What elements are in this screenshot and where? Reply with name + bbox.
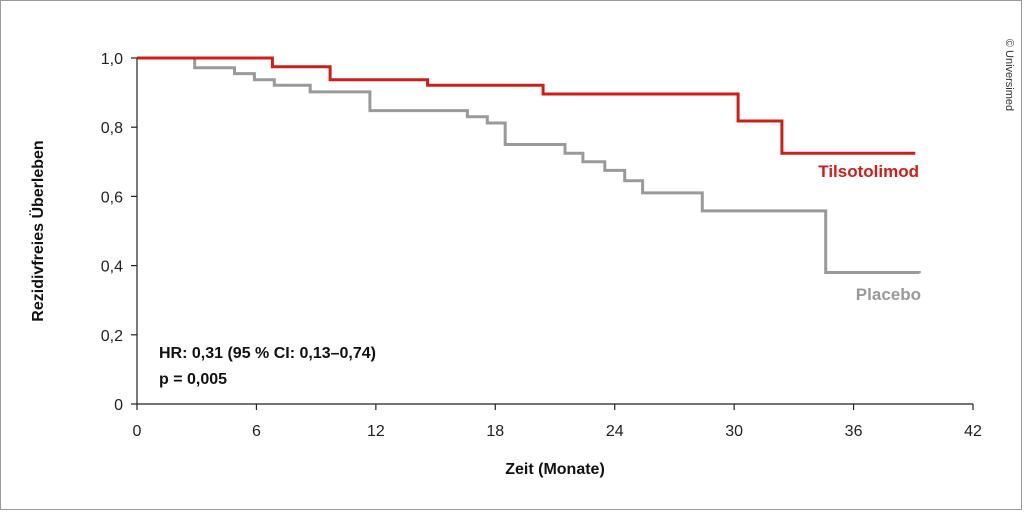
x-tick-label: 36 xyxy=(845,423,863,440)
y-tick-label: 0,4 xyxy=(101,259,123,276)
x-tick-label: 6 xyxy=(252,423,261,440)
series-layer xyxy=(137,56,921,274)
y-axis-title: Rezidivfreies Überleben xyxy=(28,140,47,321)
y-tick-label: 0,6 xyxy=(101,189,123,206)
x-axis-title: Zeit (Monate) xyxy=(505,461,605,478)
x-tick-label: 12 xyxy=(367,423,385,440)
y-tick-label: 1,0 xyxy=(101,51,123,68)
copyright-text: © Universimed xyxy=(1003,39,1015,111)
axes xyxy=(136,58,973,405)
series-line-placebo xyxy=(137,56,921,274)
p-value-annotation: p = 0,005 xyxy=(159,371,227,388)
x-tick-label: 18 xyxy=(486,423,504,440)
y-tick-label: 0 xyxy=(114,397,123,414)
series-line-tilsotolimod xyxy=(137,56,916,155)
x-tick-label: 0 xyxy=(133,423,142,440)
x-tick-label: 30 xyxy=(725,423,743,440)
series-label-placebo: Placebo xyxy=(856,285,921,304)
series-label-tilsotolimod: Tilsotolimod xyxy=(818,162,919,181)
x-ticks: 0 6 12 18 24 30 36 42 xyxy=(133,404,982,440)
y-tick-label: 0,8 xyxy=(101,120,123,137)
y-ticks: 0 0,2 0,4 0,6 0,8 1,0 xyxy=(101,51,137,414)
hazard-ratio-annotation: HR: 0,31 (95 % CI: 0,13–0,74) xyxy=(159,345,376,362)
y-tick-label: 0,2 xyxy=(101,328,123,345)
x-tick-label: 42 xyxy=(964,423,982,440)
x-tick-label: 24 xyxy=(606,423,624,440)
